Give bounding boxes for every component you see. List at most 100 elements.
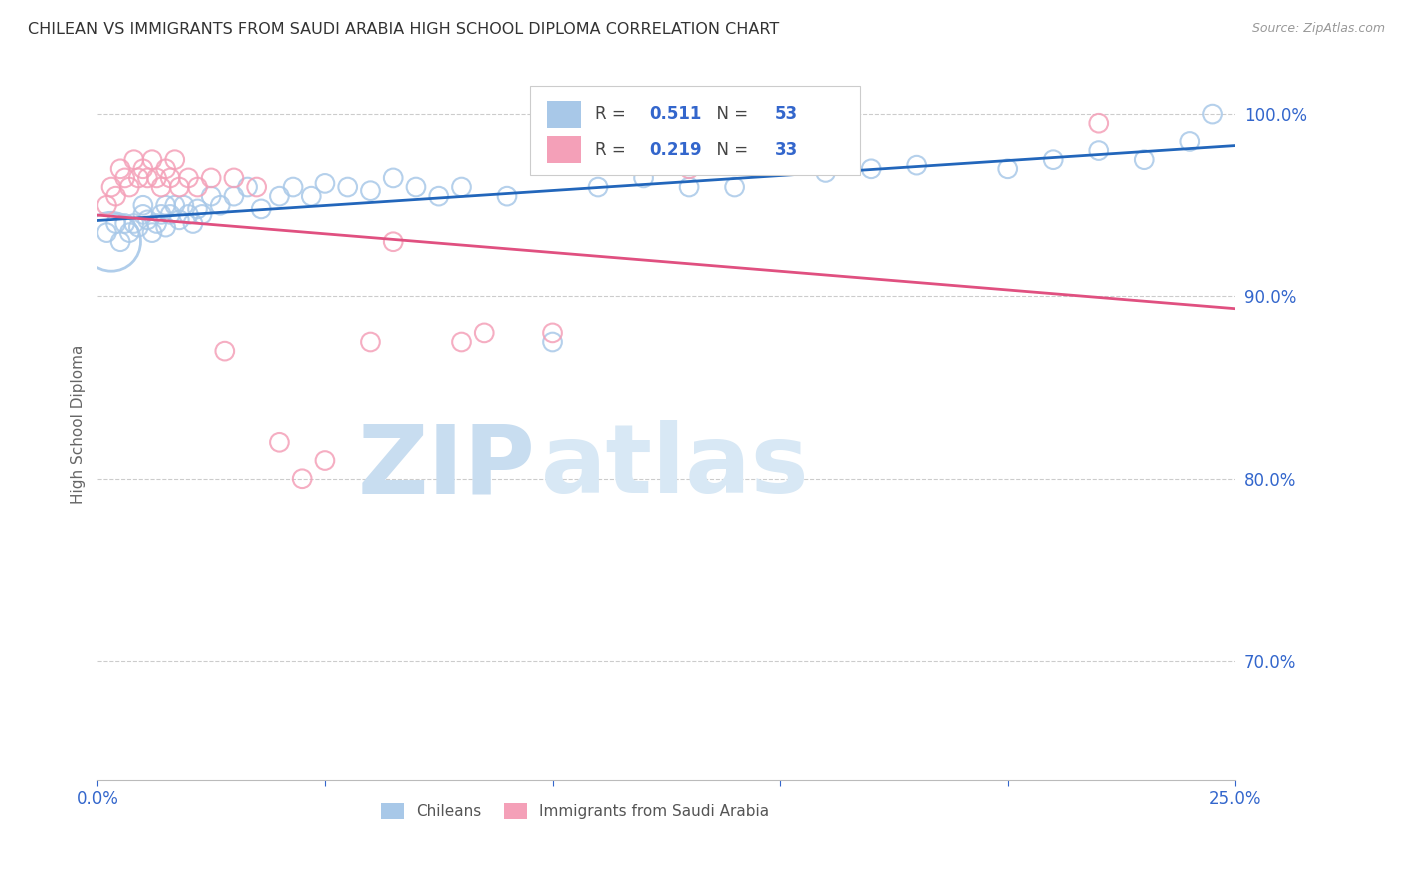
Point [450,334,472,349]
Point [155,198,177,212]
Point [136,212,159,227]
Point [127,170,149,185]
Point [122,153,145,167]
Point [96,226,118,240]
Point [159,170,181,185]
Point [136,170,159,185]
Point [586,180,609,194]
Point [155,220,177,235]
Point [246,180,269,194]
Point [222,170,245,185]
Point [281,180,304,194]
Point [150,180,173,194]
Point [250,202,273,216]
Point [200,189,222,203]
Point [118,226,141,240]
Point [155,161,177,176]
Text: R =: R = [595,141,631,159]
Point [450,180,472,194]
Point [997,161,1019,176]
Point [359,184,381,198]
Point [132,161,155,176]
Point [314,177,336,191]
Point [214,344,236,359]
Text: 33: 33 [775,141,797,159]
Point [359,334,381,349]
Point [472,326,495,340]
Point [209,198,232,212]
Point [104,189,127,203]
Text: 0.511: 0.511 [650,105,702,123]
Y-axis label: High School Diploma: High School Diploma [72,344,86,504]
Text: Source: ZipAtlas.com: Source: ZipAtlas.com [1251,22,1385,36]
Legend: Chileans, Immigrants from Saudi Arabia: Chileans, Immigrants from Saudi Arabia [375,797,776,825]
Point [405,180,427,194]
Point [132,207,155,221]
Point [163,198,186,212]
Point [678,180,700,194]
FancyBboxPatch shape [530,87,860,175]
Point [186,180,208,194]
Point [299,189,322,203]
Point [222,189,245,203]
Point [269,189,291,203]
Point [336,180,359,194]
Point [814,165,837,179]
Point [132,198,155,212]
Point [186,202,208,216]
Point [100,180,122,194]
Point [1178,135,1201,149]
Point [314,453,336,467]
Text: R =: R = [595,105,631,123]
Point [496,189,519,203]
Point [200,170,222,185]
Point [177,170,200,185]
Point [181,217,204,231]
Point [108,161,131,176]
Point [723,180,745,194]
Point [141,226,163,240]
Point [150,207,173,221]
Text: CHILEAN VS IMMIGRANTS FROM SAUDI ARABIA HIGH SCHOOL DIPLOMA CORRELATION CHART: CHILEAN VS IMMIGRANTS FROM SAUDI ARABIA … [28,22,779,37]
Point [122,217,145,231]
Point [118,180,141,194]
Point [269,435,291,450]
Point [860,161,883,176]
Point [169,180,191,194]
Point [141,153,163,167]
Text: N =: N = [706,141,754,159]
Point [236,180,259,194]
Point [291,472,314,486]
Point [541,334,564,349]
Text: atlas: atlas [541,420,810,513]
Point [96,198,118,212]
Point [1133,153,1156,167]
Point [1042,153,1064,167]
Point [905,158,928,172]
Point [1201,107,1223,121]
Point [169,212,191,227]
Text: ZIP: ZIP [357,420,536,513]
Point [1087,144,1109,158]
Point [177,207,200,221]
Point [633,170,655,185]
Point [104,217,127,231]
Point [173,198,195,212]
Point [1087,116,1109,130]
Point [114,170,136,185]
Point [100,235,122,249]
Text: 0.219: 0.219 [650,141,702,159]
Point [382,170,405,185]
Point [159,207,181,221]
Point [114,217,136,231]
Point [163,153,186,167]
Point [678,161,700,176]
Point [108,235,131,249]
Text: 53: 53 [775,105,797,123]
Text: N =: N = [706,105,754,123]
Point [145,217,167,231]
Point [127,220,149,235]
Point [541,326,564,340]
Point [427,189,450,203]
Point [145,170,167,185]
